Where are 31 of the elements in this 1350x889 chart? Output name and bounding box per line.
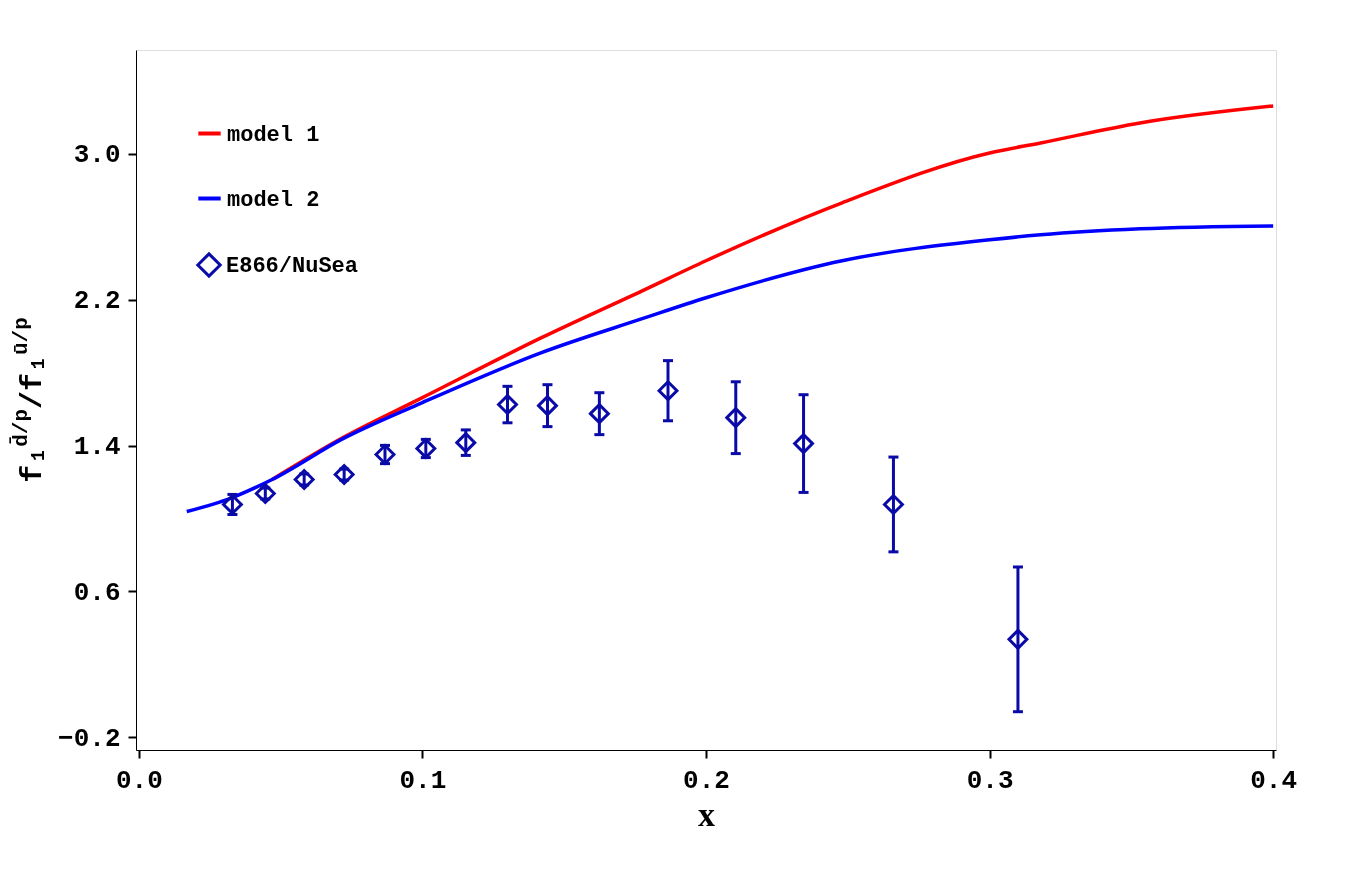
x-tick-label: 0.0 <box>115 765 163 796</box>
point <box>793 433 814 455</box>
x-tick-label: 0.3 <box>966 765 1014 796</box>
x-tick-label: 0.2 <box>683 765 730 796</box>
point <box>455 432 477 454</box>
point <box>333 464 355 485</box>
point <box>221 494 243 515</box>
point <box>293 469 315 490</box>
y-tick-label: 1.4 <box>73 432 121 463</box>
point <box>588 403 610 425</box>
x-axis-title: x <box>698 795 715 833</box>
x-tick-label: 0.4 <box>1250 765 1298 796</box>
y-axis-title: f₁d̄/p/f₁ū/p <box>9 317 50 483</box>
point <box>374 444 396 465</box>
point <box>657 380 679 402</box>
legend-label: model 1 <box>227 122 320 148</box>
y-tick-label: 3.0 <box>73 140 121 171</box>
line-series <box>185 224 1275 514</box>
legend-label: model 2 <box>227 187 320 213</box>
y-tick-label: 2.2 <box>73 286 121 317</box>
y-tick-label: 0.6 <box>73 577 121 608</box>
y-tick-label: −0.2 <box>58 723 121 754</box>
point <box>497 394 518 415</box>
point <box>725 407 747 429</box>
legend-label: E866/NuSea <box>226 254 359 279</box>
point <box>1007 628 1029 650</box>
point <box>415 438 437 459</box>
point <box>254 483 276 504</box>
point <box>883 494 904 515</box>
x-tick-label: 0.1 <box>399 765 447 796</box>
point <box>537 395 558 417</box>
